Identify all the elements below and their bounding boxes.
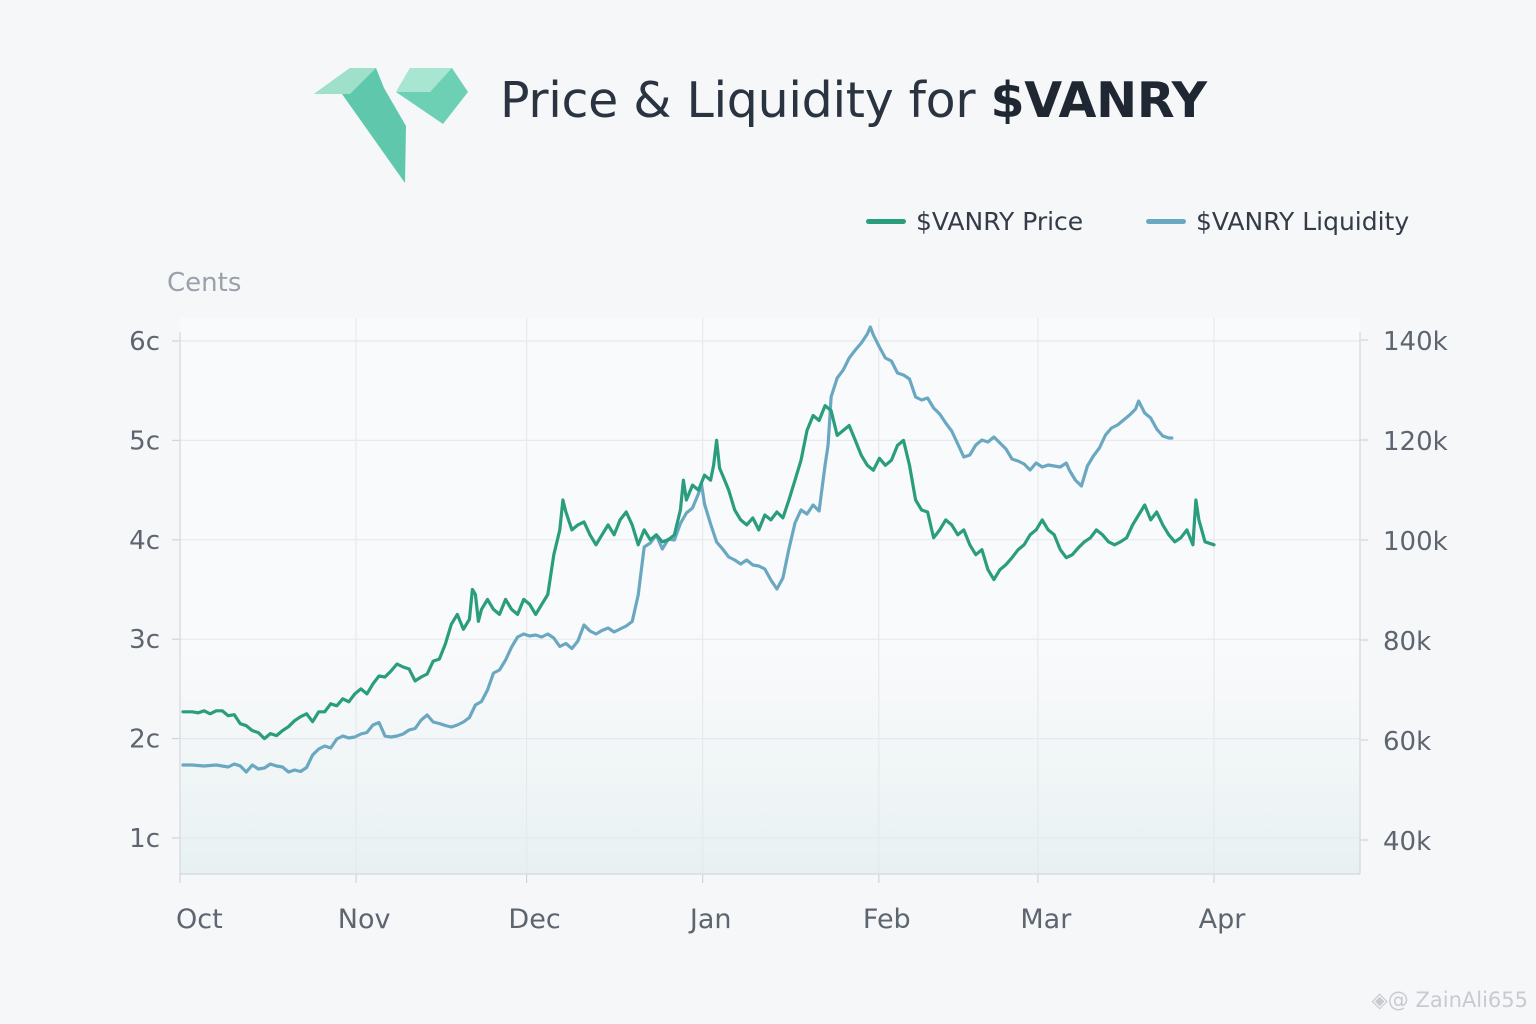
page-title: Price & Liquidity for $VANRY	[500, 72, 1207, 129]
x-tick-label: Apr	[1199, 904, 1247, 935]
x-tick-label: Feb	[863, 904, 911, 935]
x-tick-label: Mar	[1020, 904, 1072, 935]
title-prefix: Price & Liquidity for	[500, 72, 976, 129]
y-axis-unit-label: Cents	[167, 268, 242, 298]
plot-area	[180, 318, 1360, 874]
watermark: ◈@ ZainAli655	[1371, 988, 1528, 1012]
y-left-tick-label: 6c	[129, 327, 160, 357]
y-left-tick-label: 3c	[129, 625, 160, 655]
series-line-price	[181, 404, 1216, 741]
vanar-v-logo-icon	[314, 68, 468, 183]
x-tick-label: Dec	[508, 904, 560, 935]
plot-area-shade	[180, 640, 1360, 874]
legend-label-liquidity: $VANRY Liquidity	[1196, 206, 1410, 236]
y-left-tick-label: 4c	[129, 526, 160, 556]
legend-label-price: $VANRY Price	[916, 206, 1084, 236]
legend-item-price: $VANRY Price	[866, 204, 1083, 238]
y-right-tick-label: 120k	[1383, 427, 1448, 457]
x-tick-label: Oct	[176, 904, 223, 935]
y-right-tick-label: 80k	[1383, 627, 1431, 657]
axes: 1c 2c 3c 4c 5c 6c 40k 60k 80k 100k 120k 140k Oct Nov D…	[129, 327, 1448, 935]
x-tick-label: Jan	[688, 904, 732, 935]
y-left-tick-label: 1c	[129, 824, 160, 854]
y-left-tick-label: 2c	[129, 725, 160, 755]
title-ticker: $VANRY	[990, 72, 1207, 129]
y-right-tick-label: 40k	[1383, 827, 1431, 857]
y-right-tick-label: 100k	[1383, 527, 1448, 557]
x-tick-label: Nov	[338, 904, 391, 935]
series-layer	[181, 325, 1216, 774]
y-left-tick-label: 5c	[129, 426, 160, 456]
y-right-tick-label: 140k	[1383, 327, 1448, 357]
legend-swatch-liquidity	[1146, 218, 1186, 224]
legend-swatch-price	[866, 218, 906, 224]
y-right-tick-label: 60k	[1383, 727, 1431, 757]
grid-lines	[180, 318, 1360, 874]
legend-item-liquidity: $VANRY Liquidity	[1146, 204, 1409, 238]
